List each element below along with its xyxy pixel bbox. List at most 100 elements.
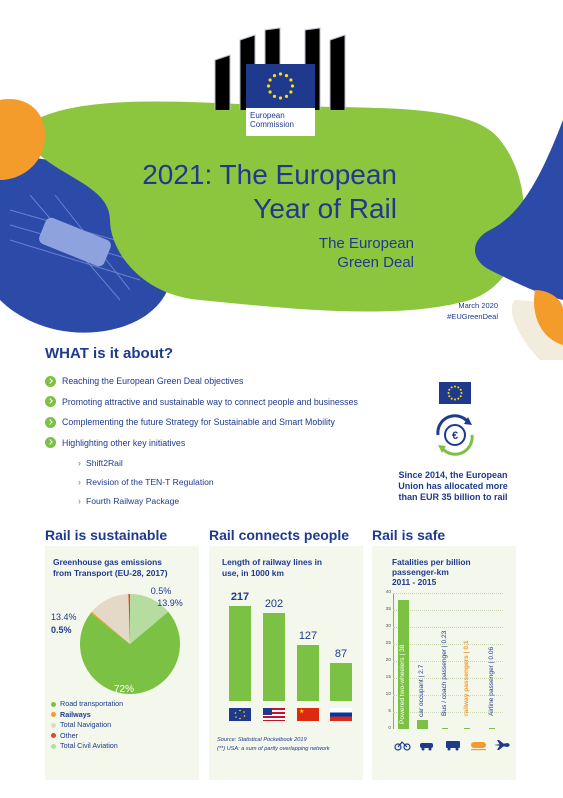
pie-slice (130, 594, 169, 644)
logo-text: European Commission (250, 111, 294, 129)
sub-list-item-text: Fourth Railway Package (86, 495, 180, 506)
chevron-right-icon: › (78, 476, 81, 487)
legend-dot-icon (51, 733, 56, 739)
fatality-bar-label: Bus / coach passenger | 0.23 (441, 630, 448, 716)
sustainable-card: Greenhouse gas emissions from Transport … (45, 546, 199, 780)
fatalities-title-line-1: Fatalities per billion (392, 557, 471, 567)
heading-safe: Rail is safe (372, 527, 446, 543)
check-bullet-icon (45, 396, 56, 408)
pie-slice (90, 611, 130, 644)
source-text: Source: Statistical Pocketbook 2019 (217, 737, 307, 743)
legend-dot-icon (51, 743, 56, 749)
length-bar-value: 87 (334, 647, 348, 660)
date-block: March 2020 #EUGreenDeal (420, 300, 498, 322)
grid-line (393, 695, 503, 696)
page-subtitle: The European Green Deal (200, 234, 414, 272)
car-icon (420, 743, 433, 751)
safe-card: Fatalities per billion passenger-km 2011… (372, 546, 516, 780)
list-item-text: Highlighting other key initiatives (62, 437, 186, 448)
connects-card: Length of railway lines in use, in 1000 … (209, 546, 363, 780)
sub-list-item-text: Revision of the TEN-T Regulation (86, 476, 214, 487)
china-flag-icon: ★ (297, 708, 319, 721)
grid-line (393, 661, 503, 662)
date-text: March 2020 (458, 301, 498, 310)
legend-dot-icon (51, 712, 56, 718)
svg-text:€: € (452, 430, 458, 442)
pie-legend: Road transportation Railways Total Navig… (51, 699, 123, 752)
grid-line (393, 627, 503, 628)
list-item: Promoting attractive and sustainable way… (45, 392, 405, 413)
heading-sustainable: Rail is sustainable (45, 527, 168, 543)
chevron-right-icon: › (78, 457, 81, 468)
funding-line-2: Union has allocated more (398, 481, 508, 491)
sub-list-item: › Fourth Railway Package (45, 491, 405, 510)
length-bar-chart: 217 202 127 87 (209, 546, 363, 780)
russia-flag-icon (330, 708, 352, 721)
legend-label: Total Navigation (60, 720, 112, 729)
sub-list-item: › Revision of the TEN-T Regulation (45, 472, 405, 491)
legend-label: Railways (60, 709, 91, 719)
legend-item: Road transportation (51, 699, 123, 710)
chevron-right-icon: › (78, 495, 81, 506)
legend-item: Other (51, 731, 123, 742)
list-item-text: Promoting attractive and sustainable way… (62, 396, 358, 407)
fatalities-title-line-3: 2011 - 2015 (392, 577, 437, 587)
grid-line (393, 712, 503, 713)
list-item: Highlighting other key initiatives (45, 433, 405, 454)
fatality-bar (417, 719, 428, 729)
grid-line (393, 593, 503, 594)
length-bar (263, 612, 285, 701)
pie-slice-label: 13.9% (157, 598, 183, 608)
blue-shape-right (475, 120, 563, 300)
length-bar (330, 662, 352, 701)
y-tick-label: 20 (385, 658, 391, 663)
title-line-2: Year of Rail (253, 193, 397, 224)
check-bullet-icon (45, 375, 56, 387)
pie-title-line-2: from Transport (EU-28, 2017) (53, 568, 168, 578)
fatality-bar (442, 727, 448, 729)
usa-flag-icon (263, 708, 285, 721)
pie-slice (80, 611, 180, 694)
length-source: Source: Statistical Pocketbook 2019 (**)… (217, 736, 330, 754)
train-shape (39, 217, 111, 267)
eu-flag-small-icon (439, 382, 471, 404)
fatality-bar-label: railway passengers | 0.1 (463, 640, 470, 716)
funding-line-1: Since 2014, the European (398, 470, 508, 480)
y-tick-label: 40 (385, 590, 391, 595)
list-item-text: Complementing the future Strategy for Su… (62, 417, 335, 428)
legend-label: Road transportation (60, 699, 124, 708)
length-bar-value: 217 (230, 591, 250, 603)
grid-line (393, 610, 503, 611)
fatality-bar-label: Powered two-wheelers | 38 (399, 644, 406, 724)
pie-slice-label: 0.5% (151, 586, 172, 596)
y-tick-label: 10 (385, 692, 391, 697)
train-icon (471, 742, 486, 751)
length-bar-value: 127 (298, 630, 318, 643)
length-title-line-2: use, in 1000 km (222, 568, 284, 578)
note-text: (**) USA: a sum of partly overlapping ne… (217, 746, 330, 752)
bus-icon (446, 741, 460, 751)
subtitle-line-1: The European (318, 235, 414, 252)
fatality-bar (398, 599, 409, 729)
about-list: Reaching the European Green Deal objecti… (45, 371, 405, 510)
title-line-1: 2021: The European (142, 159, 397, 190)
fatalities-chart-title: Fatalities per billion passenger-km 2011… (392, 557, 471, 587)
check-bullet-icon (45, 416, 56, 428)
length-bar-value: 202 (264, 597, 284, 610)
grid-line (393, 644, 503, 645)
pie-chart: 72% 13.9% 13.4% 0.5% 0.5% (51, 586, 183, 695)
legend-item: Total Navigation (51, 720, 123, 731)
funding-line-3: than EUR 35 billion to rail (378, 492, 528, 503)
list-item: Reaching the European Green Deal objecti… (45, 371, 405, 392)
funding-suffix: to rail (480, 492, 508, 502)
european-commission-logo: European Commission (246, 64, 315, 136)
fatality-bar-label: Airline passenger | 0.06 (488, 646, 495, 716)
pie-slice (91, 594, 130, 644)
fatality-bar-label: car occupant | 2.7 (418, 664, 425, 717)
euro-cycle-icon: € (436, 414, 474, 456)
fatalities-title-line-2: passenger-km (392, 567, 449, 577)
hashtag-text: #EUGreenDeal (447, 312, 498, 321)
legend-item: Total Civil Aviation (51, 741, 123, 752)
length-title-line-1: Length of railway lines in (222, 557, 323, 567)
y-tick-label: 0 (388, 726, 391, 731)
